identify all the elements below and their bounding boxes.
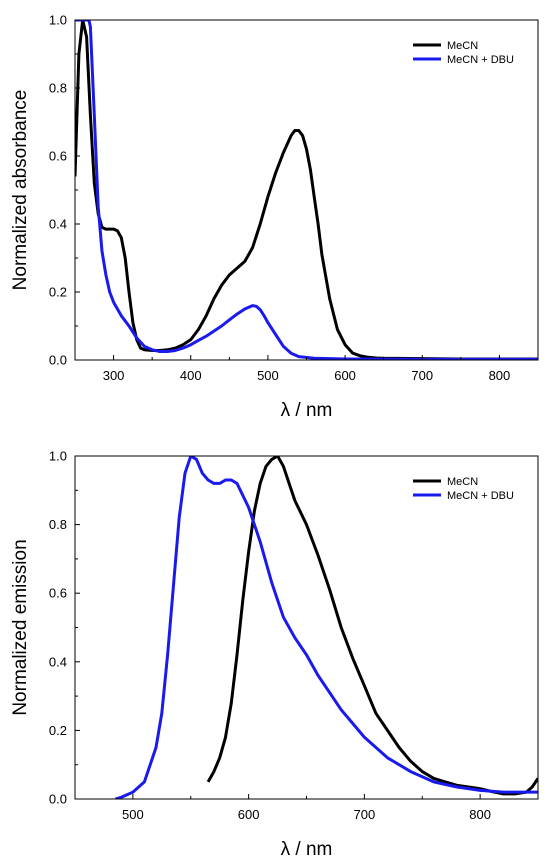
y-tick-label: 0.4 xyxy=(49,217,67,232)
y-tick-label: 1.0 xyxy=(49,13,67,28)
x-axis-label: λ / nm xyxy=(281,400,333,421)
x-tick-label: 500 xyxy=(257,368,279,383)
x-tick-label: 800 xyxy=(489,368,511,383)
series-line-mecn xyxy=(75,20,538,360)
x-axis-label: λ / nm xyxy=(281,839,333,860)
y-tick-label: 0.6 xyxy=(49,586,67,601)
plot-frame xyxy=(74,19,539,361)
series-line-mecn xyxy=(206,456,538,796)
series-line-mecn-dbu xyxy=(75,20,538,360)
y-tick-label: 0.2 xyxy=(49,285,67,300)
y-tick-label: 0.8 xyxy=(49,81,67,96)
x-tick-label: 400 xyxy=(180,368,202,383)
x-tick-label: 600 xyxy=(238,807,260,822)
x-tick-label: 500 xyxy=(122,807,144,822)
legend-label: MeCN xyxy=(447,476,478,488)
series-line-mecn-dbu xyxy=(115,456,538,799)
y-tick-label: 0.6 xyxy=(49,149,67,164)
chart-panel-1: 300 400 500 600 700 800 0.0 0.2 0.4 0.6 0.8 1.0 λ / … xyxy=(10,13,539,421)
y-tick-label: 0.2 xyxy=(49,723,67,738)
x-tick-label: 700 xyxy=(354,807,376,822)
y-tick-label: 0.8 xyxy=(49,517,67,532)
x-tick-label: 800 xyxy=(469,807,491,822)
chart-panel-2: 500 600 700 800 0.0 0.2 0.4 0.6 0.8 1.0 λ / nm Norm… xyxy=(10,449,539,860)
plot-frame xyxy=(74,455,539,800)
legend-label: MeCN + DBU xyxy=(447,490,514,502)
y-axis-label: Normalized absorbance xyxy=(10,90,31,291)
y-tick-label: 1.0 xyxy=(49,449,67,464)
y-axis-label: Normalized emission xyxy=(10,539,31,715)
x-tick-label: 700 xyxy=(411,368,433,383)
y-tick-label: 0.0 xyxy=(49,792,67,807)
y-tick-label: 0.4 xyxy=(49,654,67,669)
y-tick-label: 0.0 xyxy=(49,353,67,368)
legend-label: MeCN xyxy=(447,40,478,52)
x-tick-label: 600 xyxy=(334,368,356,383)
legend-label: MeCN + DBU xyxy=(447,54,514,66)
x-tick-label: 300 xyxy=(103,368,125,383)
